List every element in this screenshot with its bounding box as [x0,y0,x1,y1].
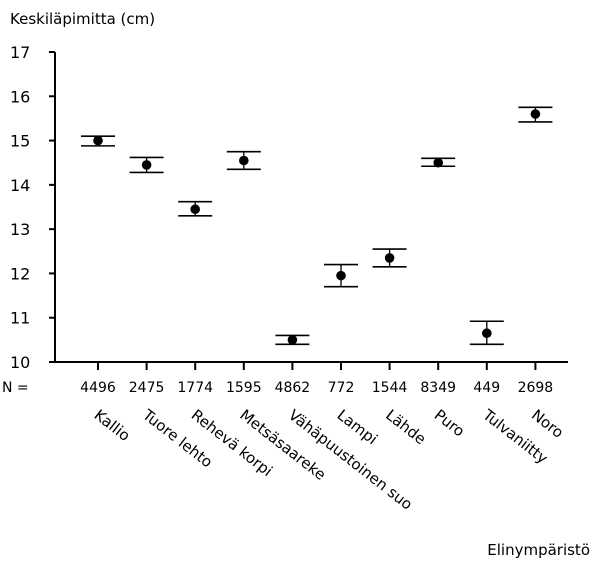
y-tick-label: 11 [10,309,30,328]
mean-point [239,155,249,166]
mean-point [93,135,103,146]
y-tick-label: 14 [10,176,30,195]
y-axis-label: Keskiläpimitta (cm) [10,10,155,28]
y-tick-label: 10 [10,353,30,372]
mean-point [287,335,298,345]
y-tick-label: 12 [10,264,30,283]
y-tick-label: 16 [10,87,30,106]
y-ticks: 10 11 12 13 14 15 16 17 [10,43,55,372]
n-counts: 4496 2475 1774 1595 4862 772 1544 8349 449 2698 [80,380,553,396]
n-count-label: 2698 [518,380,554,396]
y-tick-label: 15 [10,132,30,151]
n-count-label: 449 [473,380,500,396]
n-count-label: 1595 [226,380,262,396]
mean-point [336,270,346,281]
mean-point [141,160,152,170]
n-prefix-label: N = [2,380,29,396]
category-label: Noro [528,406,567,442]
x-axis-label: Elinympäristö [487,541,590,559]
x-ticks [97,362,537,370]
mean-point [482,328,492,339]
n-count-label: 4862 [275,380,311,396]
n-count-label: 1544 [372,380,408,396]
y-tick-label: 17 [10,43,30,62]
n-count-label: 1774 [177,380,213,396]
category-label: Lähde [382,406,429,448]
n-count-label: 4496 [80,380,116,396]
data-marks [81,106,553,346]
mean-point [190,204,200,215]
y-tick-label: 13 [10,220,30,239]
category-label: Kallio [91,406,134,445]
n-count-label: 772 [328,380,355,396]
n-count-label: 8349 [420,380,456,396]
n-count-label: 2475 [129,380,165,396]
mean-point [433,157,444,168]
category-label: Puro [431,406,468,441]
mean-point [384,253,395,263]
mean-point [530,109,541,119]
